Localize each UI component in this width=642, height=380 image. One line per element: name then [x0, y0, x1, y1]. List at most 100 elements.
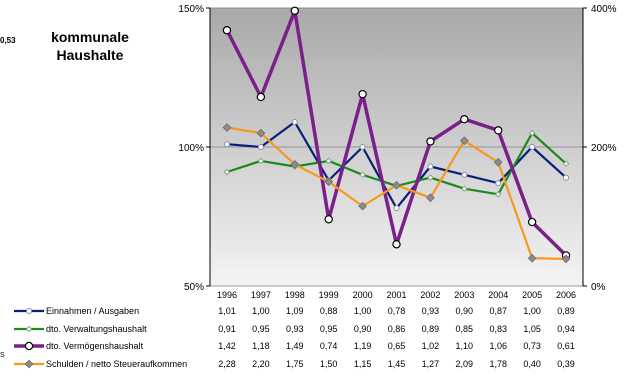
data-point-s1-10: [562, 160, 570, 167]
data-label: 1,75: [286, 359, 304, 369]
data-point-s0-10: [563, 174, 570, 181]
x-tick-label: 2000: [353, 290, 373, 300]
corner-value: 0,53: [0, 36, 16, 45]
data-label: 0,89: [422, 324, 440, 334]
data-label: 0,93: [286, 324, 304, 334]
data-label: 0,94: [557, 324, 575, 334]
x-tick-label: 2006: [556, 290, 576, 300]
data-point-s3-10: [561, 254, 571, 264]
x-tick-label: 2003: [454, 290, 474, 300]
data-point-s3-6: [426, 193, 435, 203]
data-point-s0-5: [393, 205, 400, 212]
data-point-s3-7: [459, 136, 469, 146]
data-point-s2-3: [324, 215, 333, 224]
data-point-s2-4: [358, 89, 367, 99]
data-point-s3-5: [392, 180, 401, 190]
data-point-s2-1: [256, 92, 266, 102]
right-axis-tick-label: 400%: [591, 4, 617, 15]
data-label: 0,93: [422, 306, 440, 316]
left-axis-tick-label: 50%: [184, 282, 204, 293]
data-point-s3-1: [256, 128, 266, 138]
data-label: 1,50: [320, 359, 338, 369]
data-label: 2,20: [252, 359, 270, 369]
data-point-s2-8: [494, 126, 503, 135]
data-label: 0,90: [456, 306, 474, 316]
data-point-s0-8: [495, 180, 502, 187]
data-label: 0,74: [320, 341, 338, 351]
x-tick-label: 1999: [319, 290, 339, 300]
data-label: 0,65: [388, 341, 406, 351]
right-axis-tick-label: 200%: [591, 143, 617, 154]
data-point-s1-9: [528, 129, 536, 137]
data-point-s0-1: [257, 144, 264, 150]
data-point-s0-0: [223, 141, 230, 148]
data-point-s0-2: [291, 118, 298, 125]
data-label: 1,45: [388, 359, 406, 369]
x-tick-label: 1997: [251, 290, 271, 300]
data-point-s1-6: [427, 174, 434, 181]
data-label: 0,90: [354, 324, 372, 334]
x-tick-label: 2002: [420, 290, 440, 300]
data-point-s0-7: [461, 171, 468, 178]
legend-key-marker-2: [24, 341, 34, 351]
data-label: 0,86: [388, 324, 406, 334]
data-point-s1-1: [257, 157, 265, 165]
x-tick-label: 2004: [488, 290, 508, 300]
data-label: 1,19: [354, 341, 372, 351]
legend-key-marker-0: [26, 308, 32, 314]
data-label: 1,01: [218, 306, 236, 316]
data-label: 0,83: [489, 324, 507, 334]
data-point-s2-7: [460, 114, 469, 124]
data-point-s3-9: [527, 253, 537, 263]
data-label: 0,91: [218, 324, 236, 334]
data-point-s3-2: [290, 160, 300, 169]
data-point-s2-9: [527, 217, 537, 227]
data-label: 1,10: [456, 341, 474, 351]
data-label: 0,87: [489, 306, 507, 316]
data-point-s2-5: [392, 240, 401, 249]
data-label: 1,09: [286, 306, 304, 316]
legend-key-marker-3: [24, 359, 34, 369]
data-label: 2,09: [456, 359, 474, 369]
data-point-s3-4: [358, 201, 367, 211]
data-point-s3-3: [324, 177, 334, 187]
chart-title: kommunale Haushalte: [51, 29, 129, 63]
data-point-s1-8: [494, 191, 502, 198]
data-label: 0,95: [252, 324, 270, 334]
x-tick-label: 1996: [217, 290, 237, 300]
x-tick-label: 1998: [285, 290, 305, 300]
data-label: 1,18: [252, 341, 270, 351]
data-label: 1,02: [422, 341, 440, 351]
data-label: 0,95: [320, 324, 338, 334]
data-label: 2,28: [218, 359, 236, 369]
data-label: 0,85: [456, 324, 474, 334]
data-label: 0,40: [523, 359, 541, 369]
data-label: 1,00: [252, 306, 270, 316]
legend-label: dto. Verwaltungshaushalt: [46, 324, 147, 334]
data-label: 1,78: [489, 359, 507, 369]
data-point-s2-0: [222, 26, 232, 35]
legend-label: Schulden / netto Steueraufkommen: [46, 359, 187, 369]
data-point-s0-6: [427, 163, 434, 170]
data-label: 1,49: [286, 341, 304, 351]
data-point-s0-9: [529, 144, 536, 150]
left-axis-tick-label: 100%: [178, 143, 204, 154]
legend-label: dto. Vermögenshaushalt: [46, 341, 144, 351]
data-label: 0,89: [557, 306, 575, 316]
data-label: 1,15: [354, 359, 372, 369]
side-mark: S: [0, 352, 5, 359]
data-label: 0,88: [320, 306, 338, 316]
data-label: 0,39: [557, 359, 575, 369]
data-label: 1,42: [218, 341, 236, 351]
data-point-s1-4: [359, 171, 366, 179]
data-label: 0,78: [388, 306, 406, 316]
data-label: 0,61: [557, 341, 575, 351]
data-label: 0,73: [523, 341, 541, 351]
data-point-s2-6: [426, 137, 435, 146]
data-point-s1-3: [325, 157, 332, 165]
x-tick-label: 2001: [386, 290, 406, 300]
data-point-s0-4: [359, 144, 366, 150]
data-label: 1,00: [354, 306, 372, 316]
x-tick-label: 2005: [522, 290, 542, 300]
